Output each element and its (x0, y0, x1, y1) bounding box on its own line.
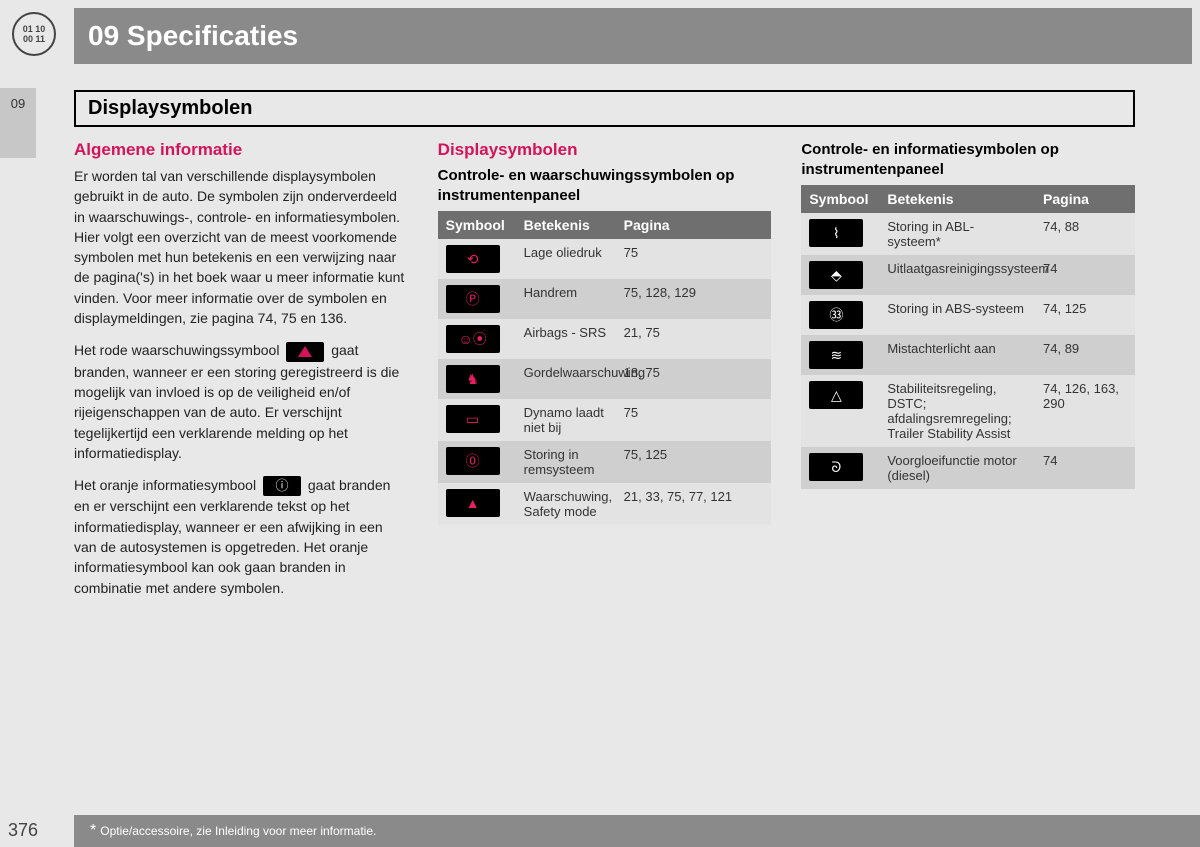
meaning-cell: Stabiliteitsregeling, DSTC; afdalingsrem… (879, 375, 1035, 447)
symbol-cell: ▲ (438, 483, 516, 525)
content-area: Algemene informatie Er worden tal van ve… (74, 140, 1135, 767)
symbol-cell: ♞ (438, 359, 516, 399)
meaning-cell: Dynamo laadt niet bij (516, 399, 616, 441)
th-symbool-3: Symbool (801, 185, 879, 213)
page-cell: 75 (616, 399, 772, 441)
meaning-cell: Storing in remsysteem (516, 441, 616, 483)
parking-icon: Ⓟ (446, 285, 500, 313)
chapter-title: 09 Specificaties (88, 20, 298, 52)
page-cell: 75, 125 (616, 441, 772, 483)
meaning-cell: Storing in ABL-systeem* (879, 213, 1035, 255)
warning-subheading: Controle- en waarschuwingssymbolen op in… (438, 166, 772, 205)
th-pagina: Pagina (616, 211, 772, 239)
th-pagina-3: Pagina (1035, 185, 1135, 213)
page-cell: 74, 126, 163, 290 (1035, 375, 1135, 447)
table-row: ㉝ Storing in ABS-systeem74, 125 (801, 295, 1135, 335)
glow-icon: ᘐ (809, 453, 863, 481)
foglight-icon: ≋ (809, 341, 863, 369)
table-row: ☺⦿ Airbags - SRS21, 75 (438, 319, 772, 359)
meaning-cell: Airbags - SRS (516, 319, 616, 359)
meaning-cell: Uitlaatgasreinigingssysteem (879, 255, 1035, 295)
meaning-cell: Gordelwaarschuwing (516, 359, 616, 399)
abs-icon: ㉝ (809, 301, 863, 329)
page-cell: 18, 75 (616, 359, 772, 399)
general-p2: Het rode waarschuwingssymbool gaat brand… (74, 340, 408, 463)
page-number: 376 (8, 820, 38, 841)
table-row: ⌇ Storing in ABL-systeem*74, 88 (801, 213, 1135, 255)
table-row: ᘐ Voorgloeifunctie motor (diesel)74 (801, 447, 1135, 489)
abl-icon: ⌇ (809, 219, 863, 247)
symbol-cell: ⓪ (438, 441, 516, 483)
chapter-header: 09 Specificaties (74, 8, 1192, 64)
seatbelt-icon: ♞ (446, 365, 500, 393)
page-cell: 75 (616, 239, 772, 279)
symbol-cell: △ (801, 375, 879, 447)
table-row: ▭ Dynamo laadt niet bij75 (438, 399, 772, 441)
symbol-cell: ㉝ (801, 295, 879, 335)
general-p3: Het oranje informatiesymbool gaat brande… (74, 475, 408, 598)
meaning-cell: Lage oliedruk (516, 239, 616, 279)
symbol-cell: Ⓟ (438, 279, 516, 319)
page-cell: 74, 88 (1035, 213, 1135, 255)
symbol-cell: ᘐ (801, 447, 879, 489)
table-row: ⓪ Storing in remsysteem75, 125 (438, 441, 772, 483)
footnote-star-icon: * (90, 822, 96, 840)
section-title: Displaysymbolen (74, 90, 1135, 127)
page-cell: 75, 128, 129 (616, 279, 772, 319)
col-info-symbols: Controle- en informatiesymbolen op instr… (801, 140, 1135, 767)
warning-triangle-icon (286, 342, 324, 362)
th-betekenis-3: Betekenis (879, 185, 1035, 213)
general-p1: Er worden tal van verschillende displays… (74, 166, 408, 328)
symbol-cell: ▭ (438, 399, 516, 441)
dstc-icon: △ (809, 381, 863, 409)
warning-icon: ▲ (446, 489, 500, 517)
symbol-cell: ≋ (801, 335, 879, 375)
symbol-cell: ⟲ (438, 239, 516, 279)
table-row: Ⓟ Handrem75, 128, 129 (438, 279, 772, 319)
symbol-cell: ☺⦿ (438, 319, 516, 359)
info-box-icon (263, 476, 301, 496)
table-row: △ Stabiliteitsregeling, DSTC; afdalingsre… (801, 375, 1135, 447)
col-warning-symbols: Displaysymbolen Controle- en waarschuwin… (438, 140, 772, 767)
logo-line2: 00 11 (23, 34, 45, 44)
meaning-cell: Voorgloeifunctie motor (diesel) (879, 447, 1035, 489)
table-row: ⟲ Lage oliedruk75 (438, 239, 772, 279)
table-row: ⬘ Uitlaatgasreinigingssysteem74 (801, 255, 1135, 295)
battery-icon: ▭ (446, 405, 500, 433)
symbols-heading: Displaysymbolen (438, 140, 772, 160)
page-cell: 74, 125 (1035, 295, 1135, 335)
footer: * Optie/accessoire, zie Inleiding voor m… (74, 815, 1200, 847)
info-subheading: Controle- en informatiesymbolen op instr… (801, 140, 1135, 179)
symbol-cell: ⬘ (801, 255, 879, 295)
page-cell: 74 (1035, 447, 1135, 489)
brake-icon: ⓪ (446, 447, 500, 475)
airbag-icon: ☺⦿ (446, 325, 500, 353)
page-cell: 74 (1035, 255, 1135, 295)
page-cell: 21, 75 (616, 319, 772, 359)
table-row: ≋ Mistachterlicht aan74, 89 (801, 335, 1135, 375)
symbol-cell: ⌇ (801, 213, 879, 255)
meaning-cell: Storing in ABS-systeem (879, 295, 1035, 335)
page-cell: 74, 89 (1035, 335, 1135, 375)
info-table: Symbool Betekenis Pagina ⌇ Storing in ABL… (801, 185, 1135, 489)
chapter-tab: 09 (0, 88, 36, 158)
col-general-info: Algemene informatie Er worden tal van ve… (74, 140, 408, 767)
general-heading: Algemene informatie (74, 140, 408, 160)
page-cell: 21, 33, 75, 77, 121 (616, 483, 772, 525)
th-symbool: Symbool (438, 211, 516, 239)
logo-badge: 01 10 00 11 (12, 12, 56, 56)
table-row: ▲ Waarschuwing, Safety mode21, 33, 75, 77… (438, 483, 772, 525)
meaning-cell: Mistachterlicht aan (879, 335, 1035, 375)
th-betekenis: Betekenis (516, 211, 616, 239)
meaning-cell: Waarschuwing, Safety mode (516, 483, 616, 525)
logo-line1: 01 10 (23, 24, 46, 34)
footnote-text: Optie/accessoire, zie Inleiding voor mee… (100, 824, 376, 838)
meaning-cell: Handrem (516, 279, 616, 319)
oil-icon: ⟲ (446, 245, 500, 273)
engine-icon: ⬘ (809, 261, 863, 289)
warning-table: Symbool Betekenis Pagina ⟲Lage oliedruk7… (438, 211, 772, 525)
table-row: ♞ Gordelwaarschuwing18, 75 (438, 359, 772, 399)
